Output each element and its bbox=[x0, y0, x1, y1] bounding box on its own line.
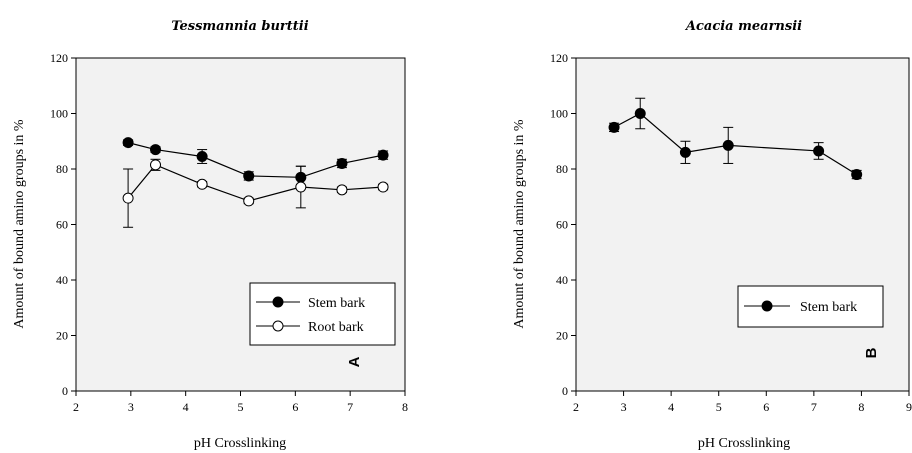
panel-b-x-tick-label: 4 bbox=[668, 400, 674, 414]
panel-b-legend: Stem bark bbox=[737, 285, 884, 328]
panel-a-x-tick-label: 8 bbox=[402, 400, 408, 414]
legend-label-root-bark: Root bark bbox=[308, 320, 364, 335]
legend-marker-stem-bark-b bbox=[761, 300, 773, 312]
legend-marker-stem-bark bbox=[272, 296, 284, 308]
panel-b-x-tick-label: 2 bbox=[573, 400, 579, 414]
panel-b-x-tick-label: 8 bbox=[858, 400, 864, 414]
panel-a-letter: A bbox=[346, 356, 363, 367]
panel-b-point-stem-bark bbox=[813, 145, 825, 157]
panel-b-point-stem-bark bbox=[634, 108, 646, 119]
panel-a-point-stem-bark bbox=[336, 157, 348, 169]
panel-a-x-tick-label: 3 bbox=[128, 400, 134, 414]
panel-b-letter: B bbox=[863, 347, 880, 358]
panel-b-y-tick-label: 40 bbox=[556, 273, 568, 287]
panel-b-y-axis-label: Amount of bound amino groups in % bbox=[512, 119, 527, 329]
panel-b-x-tick-label: 9 bbox=[906, 400, 912, 414]
panel-a-title: Tessmannia burttii bbox=[171, 19, 308, 34]
panel-a-point-root-bark bbox=[336, 184, 348, 196]
panel-a: Tessmannia burttii 0 20 40 60 80 100 120 2 3 4 5 6… bbox=[12, 19, 408, 451]
panel-b-x-tick-label: 7 bbox=[811, 400, 817, 414]
panel-b-y-tick-label: 100 bbox=[550, 107, 568, 121]
panel-a-x-axis-label: pH Crosslinking bbox=[194, 436, 286, 451]
panel-a-point-root-bark bbox=[295, 181, 307, 193]
panel-a-point-root-bark bbox=[377, 181, 389, 193]
panel-a-point-stem-bark bbox=[243, 170, 255, 182]
panel-a-x-tick-label: 6 bbox=[292, 400, 298, 414]
legend-label-stem-bark-b: Stem bark bbox=[800, 300, 857, 315]
panel-b-plot-area bbox=[575, 57, 910, 392]
panel-a-point-root-bark bbox=[150, 159, 162, 171]
panel-a-x-ticks: 2 3 4 5 6 7 8 bbox=[73, 391, 408, 414]
legend-label-stem-bark: Stem bark bbox=[308, 296, 365, 311]
panel-a-point-root-bark bbox=[122, 192, 134, 204]
panel-b-title: Acacia mearnsii bbox=[684, 19, 802, 34]
panel-a-point-stem-bark bbox=[377, 149, 389, 161]
panel-b-x-tick-label: 6 bbox=[763, 400, 769, 414]
panel-a-legend-box bbox=[249, 282, 396, 346]
panel-a-y-tick-label: 60 bbox=[56, 218, 68, 232]
panel-b-y-ticks: 0 20 40 60 80 100 120 bbox=[550, 51, 576, 398]
panel-b: Acacia mearnsii 0 20 40 60 80 100 120 2 3 4 5 6 7 8 9… bbox=[512, 19, 912, 451]
panel-a-y-axis-label: Amount of bound amino groups in % bbox=[12, 119, 27, 329]
panel-a-y-tick-label: 0 bbox=[62, 384, 68, 398]
panel-b-y-tick-label: 0 bbox=[562, 384, 568, 398]
panel-a-y-tick-label: 120 bbox=[50, 51, 68, 65]
panel-a-series bbox=[122, 137, 389, 228]
panel-a-point-root-bark bbox=[196, 178, 208, 190]
panel-b-point-stem-bark bbox=[851, 169, 863, 181]
panel-b-y-tick-label: 60 bbox=[556, 218, 568, 232]
panel-b-x-tick-label: 5 bbox=[716, 400, 722, 414]
panel-b-series bbox=[608, 97, 863, 181]
panel-b-point-stem-bark bbox=[608, 121, 620, 133]
panel-a-point-stem-bark bbox=[122, 137, 134, 149]
legend-marker-root-bark bbox=[272, 320, 284, 332]
panel-b-point-stem-bark bbox=[679, 146, 691, 158]
panel-a-y-tick-label: 40 bbox=[56, 273, 68, 287]
panel-a-point-root-bark bbox=[243, 195, 255, 207]
panel-b-y-tick-label: 120 bbox=[550, 51, 568, 65]
panel-a-y-tick-label: 80 bbox=[56, 162, 68, 176]
panel-b-y-tick-label: 20 bbox=[556, 329, 568, 343]
panel-a-point-stem-bark bbox=[196, 151, 208, 163]
panel-a-y-tick-label: 20 bbox=[56, 329, 68, 343]
panel-b-x-axis-label: pH Crosslinking bbox=[698, 436, 790, 451]
panel-a-legend: Stem bark Root bark bbox=[249, 282, 396, 346]
panel-a-x-tick-label: 7 bbox=[347, 400, 353, 414]
panel-a-x-tick-label: 2 bbox=[73, 400, 79, 414]
panel-a-x-tick-label: 5 bbox=[238, 400, 244, 414]
panel-a-point-stem-bark bbox=[150, 144, 162, 156]
panel-a-x-tick-label: 4 bbox=[183, 400, 189, 414]
panel-b-point-stem-bark bbox=[722, 139, 734, 151]
panel-a-y-ticks: 0 20 40 60 80 100 120 bbox=[50, 51, 76, 398]
panel-b-x-tick-label: 3 bbox=[621, 400, 627, 414]
panel-b-y-tick-label: 80 bbox=[556, 162, 568, 176]
panel-a-y-tick-label: 100 bbox=[50, 107, 68, 121]
panel-b-x-ticks: 2 3 4 5 6 7 8 9 bbox=[573, 391, 912, 414]
